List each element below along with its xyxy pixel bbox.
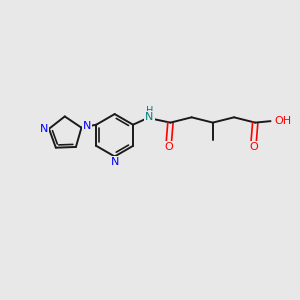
Text: N: N <box>110 157 119 167</box>
Text: O: O <box>165 142 173 152</box>
Text: N: N <box>145 112 154 122</box>
Text: N: N <box>40 124 48 134</box>
Text: O: O <box>249 142 258 152</box>
Text: OH: OH <box>274 116 292 126</box>
Text: H: H <box>146 106 153 116</box>
Text: N: N <box>82 121 91 131</box>
